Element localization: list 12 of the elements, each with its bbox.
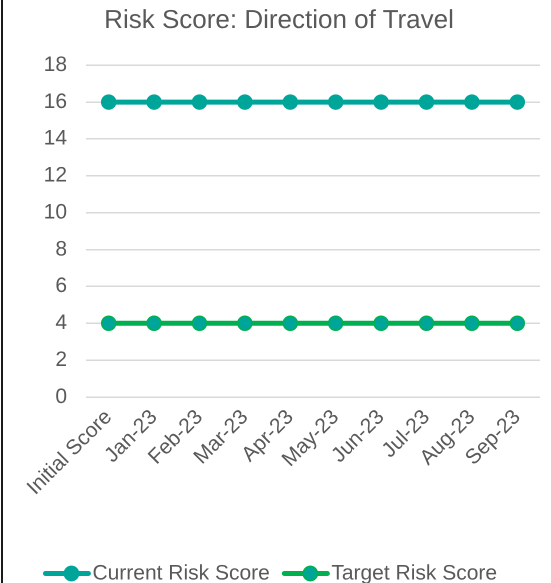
y-tick-label: 18 xyxy=(44,52,67,76)
y-tick-label: 16 xyxy=(44,90,67,113)
legend-label: Current Risk Score xyxy=(92,561,270,583)
y-tick-label: 8 xyxy=(55,237,67,260)
y-tick-label: 2 xyxy=(55,348,67,371)
y-tick-label: 14 xyxy=(44,126,68,150)
y-tick-label: 10 xyxy=(44,200,67,224)
y-tick-label: 12 xyxy=(44,164,67,187)
y-tick-label: 0 xyxy=(55,384,67,408)
y-tick-label: 4 xyxy=(55,311,68,334)
chart-title: Risk Score: Direction of Travel xyxy=(104,4,454,34)
y-tick-label: 6 xyxy=(55,274,67,298)
